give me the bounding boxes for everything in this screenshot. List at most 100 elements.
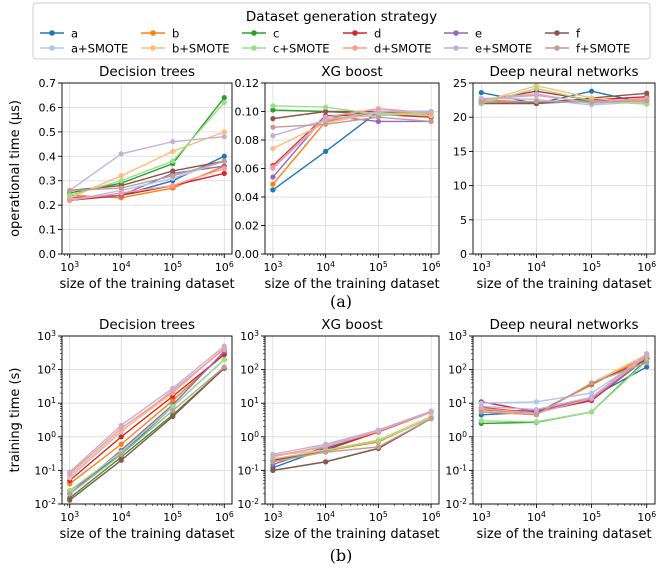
data-point-e: [270, 174, 276, 180]
legend-marker: [554, 45, 560, 51]
data-point-e+SMOTE: [588, 394, 595, 400]
data-point-f: [67, 497, 73, 503]
y-tick-label: 0.2: [39, 199, 57, 212]
x-tick-label: 106: [422, 510, 441, 525]
y-tick-label: 0.08: [235, 134, 260, 147]
y-tick-label: 0.02: [235, 220, 260, 233]
series-line-f: [481, 92, 647, 105]
series-line-d+SMOTE: [69, 167, 225, 201]
data-point-e+SMOTE: [323, 441, 329, 447]
y-tick-label: 20: [453, 111, 467, 124]
data-point-c: [221, 95, 227, 101]
data-point-c+SMOTE: [533, 419, 540, 425]
legend-marker: [352, 30, 358, 36]
legend-entry: f+SMOTE: [545, 42, 630, 56]
data-point-c+SMOTE: [375, 438, 381, 444]
x-tick-label: 106: [215, 510, 234, 525]
legend-label: b+SMOTE: [172, 42, 230, 56]
data-point-f+SMOTE: [118, 451, 124, 457]
legend-entry: c+SMOTE: [242, 42, 330, 56]
chart-title: XG boost: [321, 317, 382, 333]
data-point-e+SMOTE: [478, 403, 484, 410]
y-tick-label: 5: [460, 214, 467, 227]
data-point-e+SMOTE: [533, 91, 540, 97]
legend-entry: f: [545, 27, 581, 41]
legend-marker: [49, 30, 55, 36]
x-tick-label: 106: [422, 260, 441, 275]
y-tick-label: 0.7: [39, 77, 57, 90]
data-point-f+SMOTE: [428, 415, 434, 422]
series-line-c+SMOTE: [272, 105, 432, 116]
y-tick-label: 25: [453, 77, 467, 90]
data-point-f: [270, 116, 276, 122]
chart-tr-dnn: 103 104 105 106 10-2 10-1 100 101 102 103 Deep neu…: [445, 317, 656, 542]
data-point-e: [375, 118, 381, 125]
data-point-e+SMOTE: [170, 385, 176, 391]
x-tick-label: 103: [60, 260, 79, 275]
legend-marker: [352, 45, 358, 51]
y-tick-label: 101: [37, 396, 56, 411]
legend-label: a: [71, 27, 78, 41]
data-point-f+SMOTE: [221, 158, 227, 164]
chart-tr-xg: 103 104 105 106 10-2 10-1 100 101 102 103 XG boost…: [237, 317, 440, 542]
data-point-f+SMOTE: [270, 459, 276, 465]
y-axis-label: operational time (μs): [8, 100, 23, 237]
data-point-f: [323, 108, 329, 115]
x-tick-label: 104: [316, 260, 335, 275]
chart-tr-dt: 103 104 105 106 10-2 10-1 100 101 102 103 Decision…: [8, 317, 235, 542]
legend-entry: a+SMOTE: [40, 42, 128, 56]
series-line-e: [272, 115, 432, 178]
data-point-a: [644, 364, 650, 370]
series-line-f+SMOTE: [272, 417, 432, 463]
data-point-f+SMOTE: [323, 121, 329, 127]
series-group: [270, 408, 434, 473]
data-point-e+SMOTE: [323, 117, 329, 123]
grid: [265, 82, 439, 255]
chart-title: Deep neural networks: [489, 64, 638, 80]
y-tick-label: 100: [37, 429, 56, 444]
series-line-d: [69, 354, 225, 482]
data-point-d: [221, 170, 227, 176]
grid: [473, 335, 655, 505]
chart-op-dt: 103 104 105 106 0.0 0.1 0.2 0.3 0.4 0.5 0.6 0.7 Deci…: [8, 64, 235, 292]
data-point-f+SMOTE: [270, 124, 276, 130]
legend-marker: [251, 45, 257, 51]
data-point-f+SMOTE: [375, 444, 381, 450]
legend-title: Dataset generation strategy: [246, 9, 437, 25]
data-point-d+SMOTE: [170, 183, 176, 189]
data-point-f+SMOTE: [644, 98, 650, 104]
y-tick-label: 102: [240, 362, 259, 377]
legend-label: c+SMOTE: [273, 42, 330, 56]
data-point-c: [270, 107, 276, 113]
legend-label: b: [172, 27, 179, 41]
series-group: [478, 350, 650, 427]
legend-entry: c: [242, 27, 279, 41]
x-tick-label: 106: [637, 510, 656, 525]
chart-op-dnn: 103 104 105 106 0 5 10 15 20 25 Deep neural networ…: [453, 64, 656, 292]
x-axis-label: size of the training dataset: [59, 277, 234, 292]
chart-op-xg: 103 104 105 106 0.00 0.02 0.04 0.06 0.08 0.10 0.12…: [235, 64, 441, 292]
data-point-f+SMOTE: [478, 99, 484, 105]
x-tick-label: 103: [60, 510, 79, 525]
data-point-b+SMOTE: [270, 145, 276, 152]
data-point-c+SMOTE: [118, 178, 124, 184]
data-point-b: [270, 181, 276, 187]
data-point-e+SMOTE: [428, 108, 434, 115]
y-tick-label: 0: [460, 248, 467, 261]
legend-label: c: [273, 27, 279, 41]
x-tick-label: 105: [582, 510, 601, 525]
x-tick-label: 103: [263, 510, 282, 525]
x-tick-label: 104: [112, 260, 131, 275]
data-point-e+SMOTE: [118, 151, 124, 157]
series-group: [67, 343, 227, 503]
chart-title: Deep neural networks: [489, 317, 638, 333]
x-axis-label: size of the training dataset: [476, 277, 651, 292]
series-line-c+SMOTE: [69, 358, 225, 492]
plot-frame: [61, 335, 233, 505]
data-point-f+SMOTE: [118, 185, 124, 191]
data-point-c+SMOTE: [221, 356, 227, 363]
legend: Dataset generation strategy a b c d e f a+SMOT…: [32, 2, 651, 60]
y-tick-label: 10-1: [237, 463, 259, 478]
data-point-f+SMOTE: [533, 412, 540, 418]
